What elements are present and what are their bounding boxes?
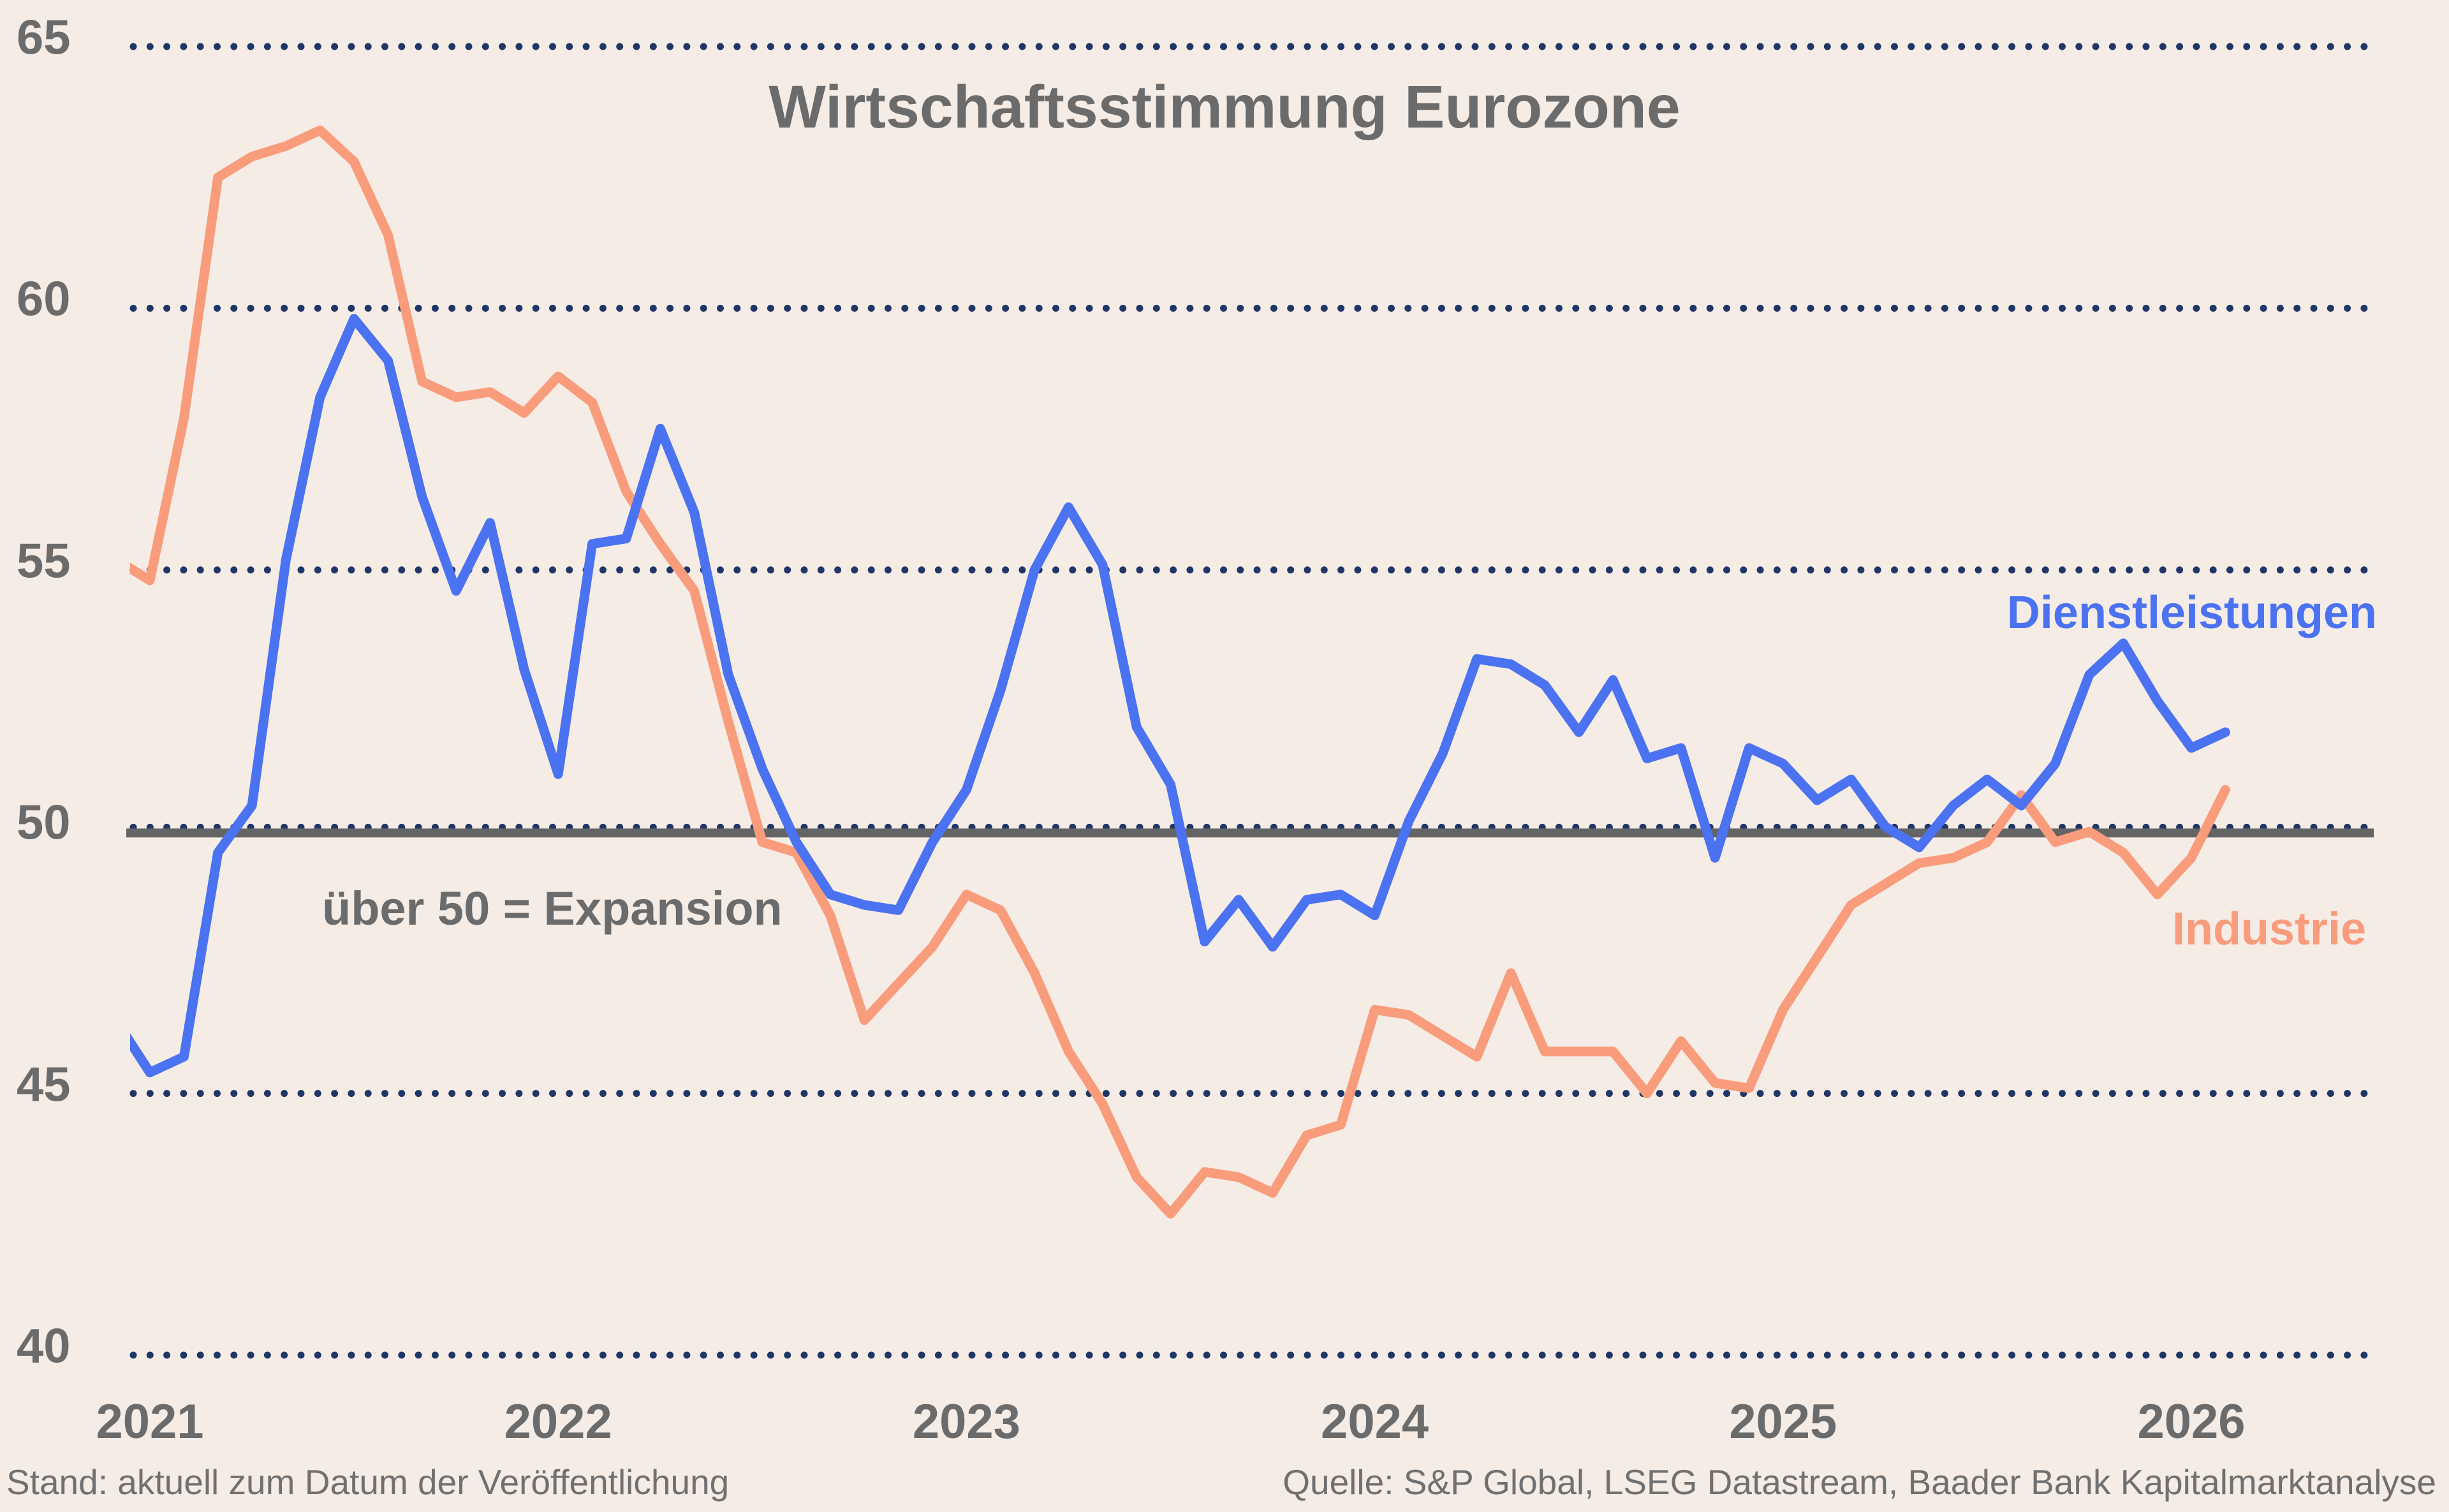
x-tick-label-2022: 2022	[504, 1395, 612, 1449]
y-tick-label-60: 60	[17, 272, 71, 327]
footnote-source: Quelle: S&P Global, LSEG Datastream, Baa…	[1283, 1462, 2436, 1502]
x-tick-label-2026: 2026	[2137, 1395, 2246, 1449]
series-line-dienstleistungen	[130, 314, 2230, 1078]
y-tick-label-50: 50	[17, 795, 71, 850]
y-tick-label-40: 40	[17, 1319, 71, 1374]
x-tick-label-2021: 2021	[96, 1395, 204, 1449]
legend-label-industrie: Industrie	[2172, 904, 2366, 955]
y-tick-label-45: 45	[17, 1057, 71, 1112]
y-tick-label-55: 55	[17, 534, 71, 589]
chart-title: Wirtschaftsstimmung Eurozone	[769, 73, 1680, 141]
y-tick-label-65: 65	[17, 10, 71, 65]
footnote-stand: Stand: aktuell zum Datum der Veröffentli…	[6, 1462, 730, 1502]
x-tick-label-2023: 2023	[912, 1395, 1020, 1449]
expansion-threshold-annotation: über 50 = Expansion	[322, 882, 783, 935]
series-line-industrie	[130, 125, 2230, 1219]
x-tick-label-2025: 2025	[1729, 1395, 1837, 1449]
x-tick-label-2024: 2024	[1321, 1395, 1429, 1449]
legend-label-dienstleistungen: Dienstleistungen	[2006, 587, 2377, 638]
